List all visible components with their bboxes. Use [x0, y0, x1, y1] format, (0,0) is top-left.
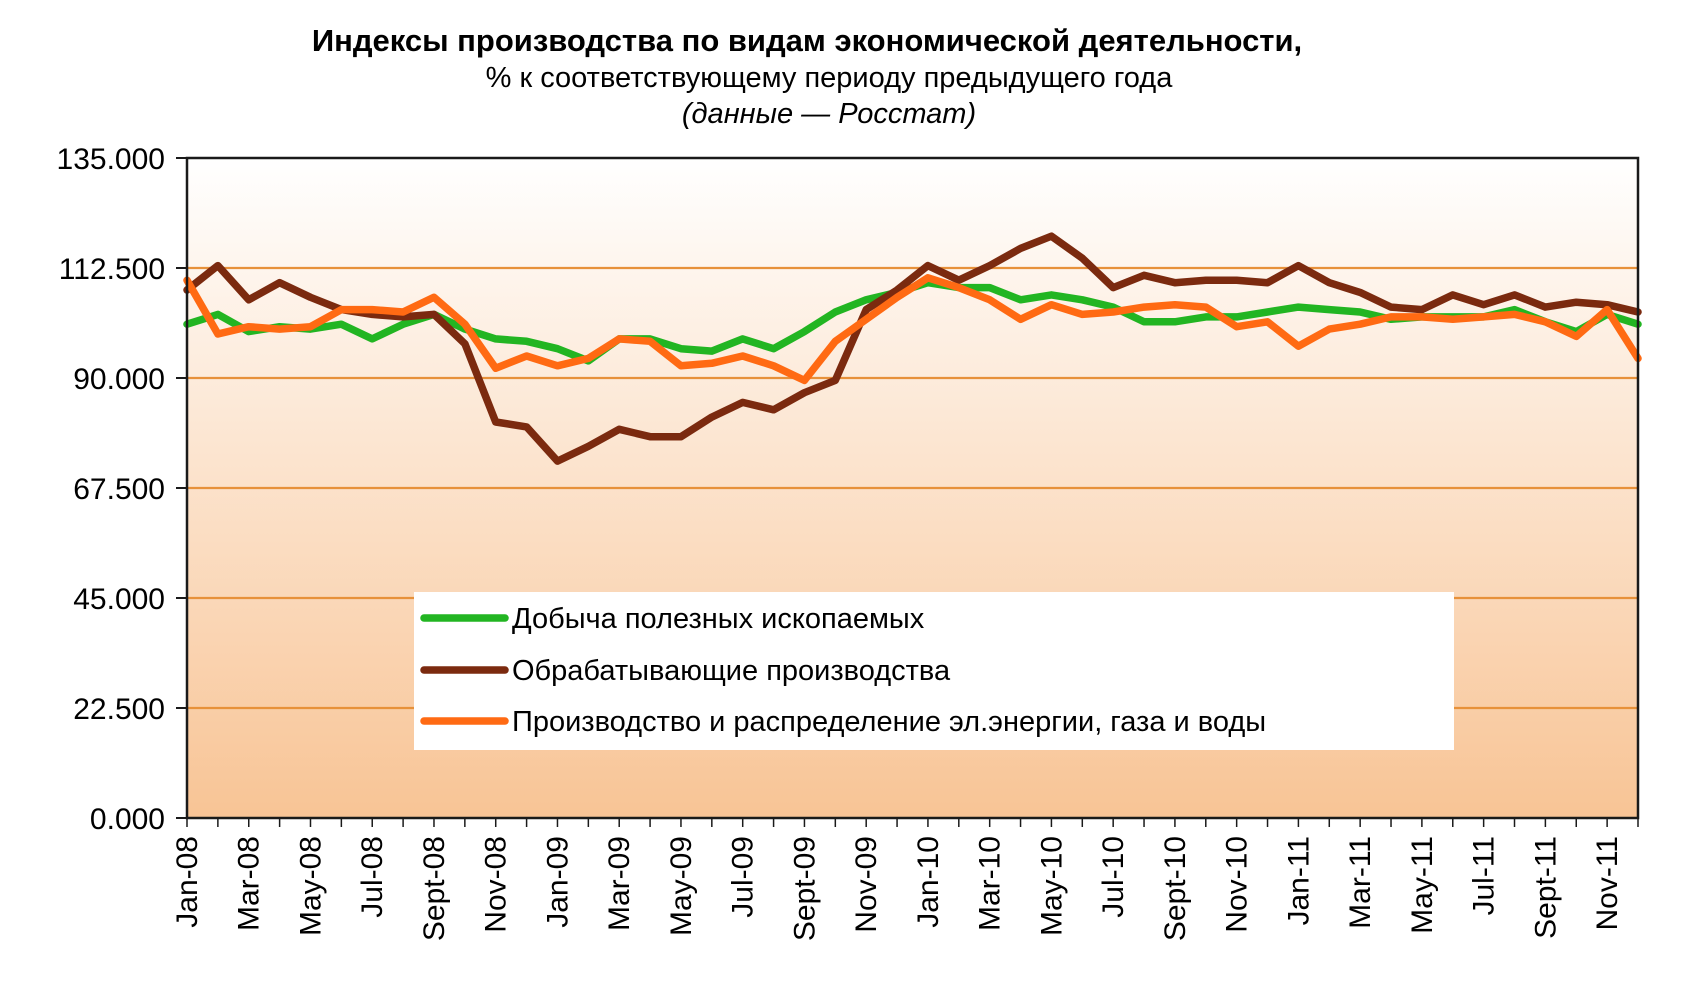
- y-tick-label: 0.000: [90, 803, 165, 836]
- x-tick-label: Nov-11: [1591, 836, 1624, 930]
- legend-label-3: Производство и распределение эл.энергии,…: [512, 706, 1266, 738]
- x-tick-label: Jan-11: [1282, 836, 1315, 926]
- y-tick-label: 45.000: [73, 583, 165, 616]
- x-tick-label: Sept-08: [418, 836, 451, 941]
- y-axis: 0.000 22.500 45.000 67.500 90.000 112.500 135.…: [57, 143, 187, 836]
- chart-subtitle: % к соответствующему периоду предыдущего…: [485, 62, 1173, 94]
- x-tick-label: Sept-09: [788, 836, 821, 941]
- x-tick-label: Jul-08: [356, 836, 389, 918]
- x-tick-label: Jan-08: [171, 836, 204, 928]
- series-line-3: [183, 274, 1642, 385]
- x-tick-label: Mar-11: [1344, 836, 1377, 929]
- legend-label-1: Добыча полезных ископаемых: [512, 603, 925, 635]
- chart-titles: Индексы производства по видам экономичес…: [0, 22, 1690, 132]
- x-tick-label: Jan-09: [541, 836, 574, 928]
- x-tick-label: Mar-08: [233, 836, 266, 931]
- x-tick-label: Mar-10: [974, 836, 1007, 931]
- y-tick-label: 112.500: [59, 253, 165, 286]
- legend-label-2: Обрабатывающие производства: [512, 655, 951, 687]
- legend-box: [414, 592, 1454, 750]
- x-tick-label: Mar-09: [603, 836, 636, 931]
- x-tick-label: Nov-09: [850, 836, 883, 933]
- x-tick-label: Sept-10: [1159, 836, 1192, 941]
- x-tick-label: May-11: [1406, 836, 1439, 934]
- x-tick-label: May-09: [665, 836, 698, 936]
- chart-title: Индексы производства по видам экономичес…: [311, 23, 1303, 58]
- x-tick-label: Jan-10: [912, 836, 945, 928]
- x-tick-label: Jul-11: [1468, 836, 1501, 915]
- y-tick-label: 90.000: [73, 363, 165, 396]
- x-axis: Jan-08 Mar-08 May-08 Jul-08 Sept-08 Nov-08 Jan…: [171, 818, 1639, 941]
- y-tick-label: 67.500: [73, 473, 165, 506]
- x-tick-label: Nov-10: [1221, 836, 1254, 933]
- x-tick-label: May-08: [294, 836, 327, 936]
- series-line-2: [183, 232, 1642, 465]
- y-tick-label: 22.500: [73, 693, 165, 726]
- series-lines: [183, 232, 1642, 465]
- x-tick-label: May-10: [1035, 836, 1068, 936]
- x-tick-label: Sept-11: [1529, 836, 1562, 939]
- x-tick-label: Jul-09: [727, 836, 760, 918]
- y-tick-label: 135.000: [57, 143, 165, 176]
- x-tick-label: Jul-10: [1097, 836, 1130, 918]
- x-tick-label: Nov-08: [480, 836, 513, 933]
- chart-source-note: (данные — Росстат): [681, 98, 977, 130]
- legend: Добыча полезных ископаемых Обрабатывающие…: [414, 592, 1454, 750]
